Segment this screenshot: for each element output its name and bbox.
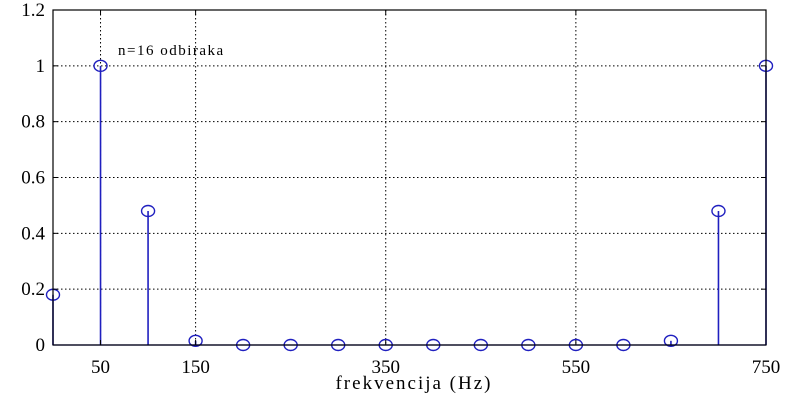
- stem-marker: [188, 334, 203, 348]
- stem-marker: [711, 204, 726, 218]
- stem-series: [45, 59, 774, 352]
- y-tick-label: 0.4: [21, 223, 45, 244]
- x-tick-label: 50: [91, 357, 110, 378]
- x-tick-label: 750: [752, 357, 781, 378]
- y-tick-label: 0.2: [21, 279, 45, 300]
- y-axis-ticks: 0 0.2 0.4 0.6 0.8 1 1.2: [21, 0, 766, 356]
- x-axis-label: frekvencija (Hz): [335, 373, 492, 394]
- x-tick-label: 550: [562, 357, 591, 378]
- y-tick-label: 0: [36, 335, 46, 356]
- stem-marker: [140, 204, 156, 218]
- y-tick-label: 0.8: [21, 112, 45, 133]
- grid: [53, 10, 766, 345]
- x-axis-ticks: 50 150 350 550 750: [91, 10, 780, 378]
- sample-count-annotation: n=16 odbiraka: [118, 43, 225, 59]
- stem-marker: [93, 59, 108, 73]
- x-tick-label: 350: [371, 357, 400, 378]
- y-tick-label: 0.6: [21, 168, 45, 189]
- y-tick-label: 1.2: [21, 0, 45, 21]
- stem-marker: [663, 334, 679, 348]
- x-tick-label: 150: [181, 357, 210, 378]
- y-tick-label: 1: [36, 56, 46, 77]
